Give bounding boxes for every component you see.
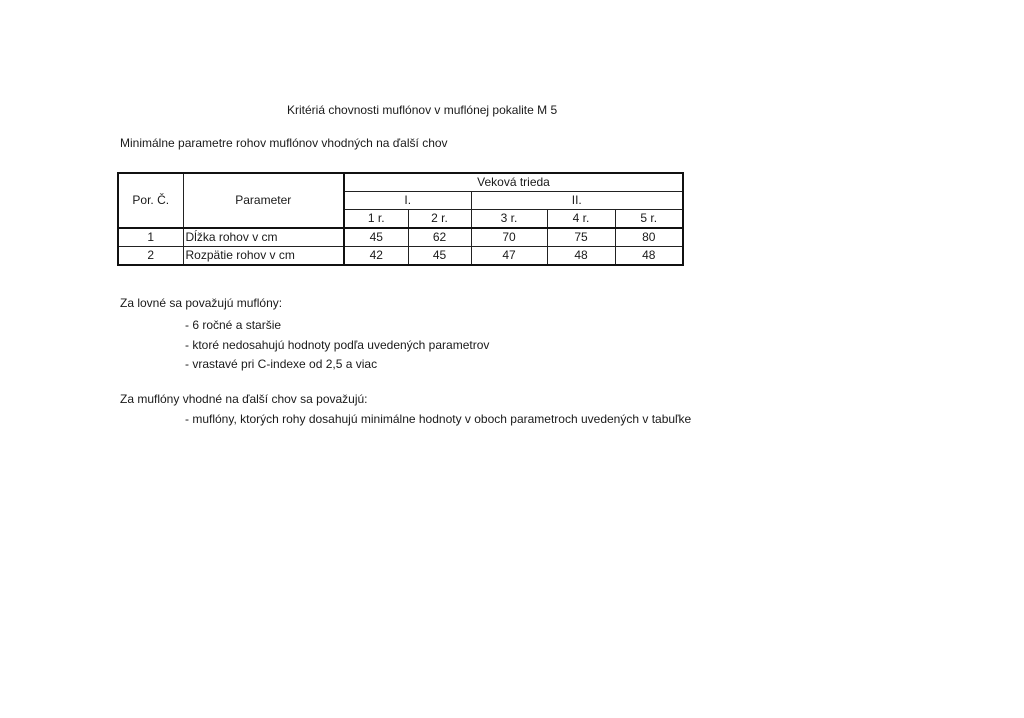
row-num: 2 [117,246,184,266]
header-year: 5 r. [614,209,684,229]
header-parameter: Parameter [182,172,345,229]
cell-value: 70 [470,227,548,247]
cell-value: 45 [407,246,472,266]
table-row: 1 Dĺžka rohov v cm 45 62 70 75 80 [117,227,684,247]
header-year: 1 r. [343,209,409,229]
header-class-2: II. [470,191,684,210]
hunting-item: - ktoré nedosahujú hodnoty podľa uvedený… [185,338,490,352]
row-param: Rozpätie rohov v cm [182,246,345,266]
header-year: 2 r. [407,209,472,229]
breeding-heading: Za muflóny vhodné na ďalší chov sa považ… [120,392,368,406]
row-param: Dĺžka rohov v cm [182,227,345,247]
header-year: 4 r. [546,209,616,229]
cell-value: 47 [470,246,548,266]
header-class-1: I. [343,191,472,210]
header-year: 3 r. [470,209,548,229]
header-num: Por. Č. [117,172,184,229]
table-row: 2 Rozpätie rohov v cm 42 45 47 48 48 [117,246,684,266]
cell-value: 75 [546,227,616,247]
document-title: Kritériá chovnosti muflónov v muflónej p… [287,103,558,117]
cell-value: 62 [407,227,472,247]
table-caption: Minimálne parametre rohov muflónov vhodn… [120,136,448,150]
breeding-item: - muflóny, ktorých rohy dosahujú minimál… [185,412,692,426]
cell-value: 45 [343,227,409,247]
row-num: 1 [117,227,184,247]
cell-value: 80 [614,227,684,247]
header-age-class: Veková trieda [343,172,684,192]
cell-value: 48 [546,246,616,266]
hunting-item: - 6 ročné a staršie [185,318,282,332]
hunting-item: - vrastavé pri C-indexe od 2,5 a viac [185,357,378,371]
cell-value: 48 [614,246,684,266]
horn-parameters-table: Por. Č. Parameter Veková trieda I. II. 1… [117,172,684,266]
hunting-heading: Za lovné sa považujú muflóny: [120,296,283,310]
cell-value: 42 [343,246,409,266]
